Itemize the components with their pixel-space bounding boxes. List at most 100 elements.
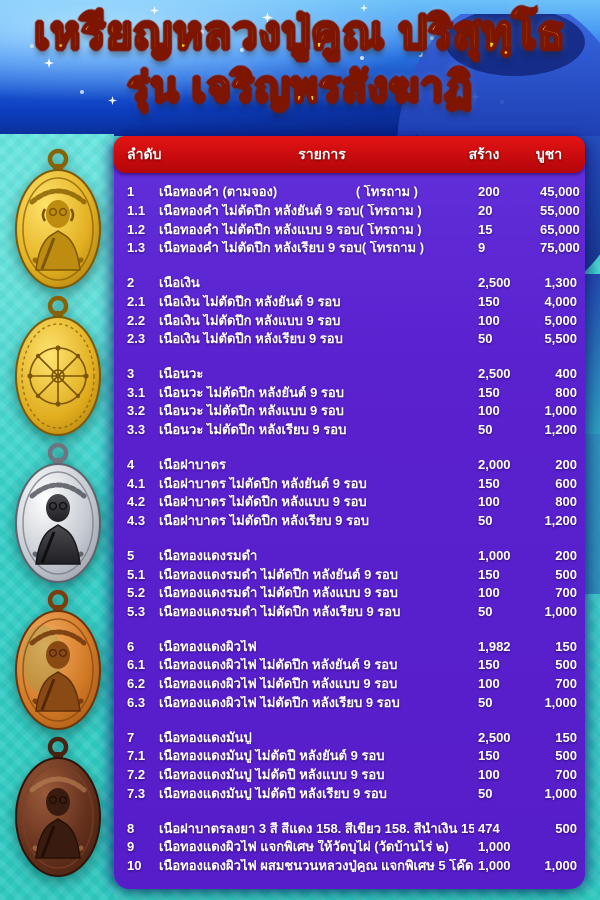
row-made: 50	[478, 785, 493, 801]
row-no: 6.1	[127, 657, 146, 673]
row-item: เนื้อฝาบาตร	[159, 458, 227, 472]
row-price: 1,200	[544, 512, 577, 528]
row-price: 500	[555, 748, 577, 764]
row-item-cell: เนื้อทองคำ (ตามจอง) ( โทรถาม )	[159, 185, 474, 199]
table-row: 5 เนื้อทองแดงรมดำ 1,000 200	[114, 547, 585, 566]
poster-title-line2: รุ่น เจริญพรสังฆาฏิ	[126, 63, 473, 111]
table-row: 2.1 เนื้อเงิน ไม่ตัดปีก หลังยันต์ 9 รอบ 15…	[114, 292, 585, 311]
row-item: เนื้อนวะ ไม่ตัดปีก หลังเรียบ 9 รอบ	[159, 423, 347, 437]
table-row: 5.2 เนื้อทองแดงรมดำ ไม่ตัดปีก หลังแบบ 9 ร…	[114, 584, 585, 603]
row-price: 55,000	[540, 203, 580, 219]
row-no: 5.2	[127, 585, 146, 601]
row-item-cell: เนื้อทองแดงผิวไฟ แจกพิเศษ ให้วัดบุไผ่ (ว…	[159, 840, 474, 854]
row-price: 400	[555, 366, 577, 382]
row-no: 2	[127, 275, 135, 291]
row-item: เนื้อทองแดงผิวไฟ ไม่ตัดปีก หลังยันต์ 9 ร…	[159, 658, 398, 673]
row-item: เนื้อทองคำ ไม่ตัดปีก หลังแบบ 9 รอบ	[159, 222, 360, 237]
row-item: เนื้อนวะ ไม่ตัดปีก หลังแบบ 9 รอบ	[159, 404, 344, 419]
table-row: 6.1 เนื้อทองแดงผิวไฟ ไม่ตัดปีก หลังยันต์ …	[114, 656, 585, 675]
row-item-cell: เนื้อเงิน ไม่ตัดปีก หลังแบบ 9 รอบ	[159, 314, 474, 328]
row-made: 50	[478, 603, 493, 619]
row-made: 474	[478, 820, 500, 836]
row-no: 1.3	[127, 240, 146, 256]
row-made: 150	[478, 475, 500, 491]
row-no: 1.2	[127, 221, 146, 237]
row-item: เนื้อทองแดงผิวไฟ ไม่ตัดปีก หลังเรียบ 9 ร…	[159, 695, 400, 710]
table-row: 2.2 เนื้อเงิน ไม่ตัดปีก หลังแบบ 9 รอบ 100 5…	[114, 311, 585, 330]
amulet-copper-dark-front-image	[15, 736, 101, 877]
amulet-gold-back-yantra-image	[15, 295, 101, 436]
table-row: 1 เนื้อทองคำ (ตามจอง) ( โทรถาม ) 200 45,000	[114, 183, 585, 202]
row-price: 1,000	[544, 694, 577, 710]
row-item: เนื้อทองแดงมันปู ไม่ตัดปี หลังแบบ 9 รอบ	[159, 767, 385, 782]
table-row: 9 เนื้อทองแดงผิวไฟ แจกพิเศษ ให้วัดบุไผ่ (…	[114, 838, 585, 857]
table-row: 7.3 เนื้อทองแดงมันปู ไม่ตัดปี หลังเรียบ 9…	[114, 784, 585, 803]
row-item-cell: เนื้อทองแดงผิวไฟ ผสมชนวนหลวงปู่คูณ แจกพิ…	[159, 859, 474, 873]
row-item-cell: เนื้อทองแดงผิวไฟ ไม่ตัดปีก หลังแบบ 9 รอบ	[159, 677, 474, 691]
table-row: 1.2 เนื้อทองคำ ไม่ตัดปีก หลังแบบ 9 รอบ( โ…	[114, 220, 585, 239]
row-made: 1,000	[478, 857, 511, 873]
row-no: 7.3	[127, 785, 146, 801]
row-item: เนื้อทองคำ (ตามจอง)	[159, 185, 278, 200]
row-no: 4	[127, 457, 135, 473]
row-made: 50	[478, 422, 493, 437]
row-item-cell: เนื้อทองแดงผิวไฟ	[159, 640, 474, 654]
row-item-cell: เนื้อเงิน ไม่ตัดปีก หลังยันต์ 9 รอบ	[159, 295, 474, 309]
row-made: 150	[478, 748, 500, 764]
row-price: 150	[555, 729, 577, 745]
row-no: 2.1	[127, 293, 146, 309]
row-price: 75,000	[540, 240, 580, 256]
row-made: 9	[478, 240, 486, 256]
row-no: 3.1	[127, 384, 146, 400]
row-note: ( โทรถาม )	[361, 241, 425, 255]
row-item: เนื้อนวะ	[159, 367, 204, 381]
column-header-no: ลำดับ	[127, 145, 162, 162]
table-row: 7.1 เนื้อทองแดงมันปู ไม่ตัดปี หลังยันต์ 9…	[114, 747, 585, 766]
row-no: 6.3	[127, 694, 146, 710]
row-item: เนื้อทองแดงมันปู ไม่ตัดปี หลังยันต์ 9 รอ…	[159, 749, 385, 763]
row-no: 3.2	[127, 403, 146, 419]
row-no: 5	[127, 547, 135, 563]
row-no: 1.1	[127, 203, 146, 219]
row-no: 6.2	[127, 676, 146, 692]
row-item: เนื้อนวะ ไม่ตัดปีก หลังยันต์ 9 รอบ	[159, 385, 344, 400]
row-made: 100	[478, 766, 500, 782]
table-section: 1 เนื้อทองคำ (ตามจอง)( โทรถาม ) 200 45,000 1…	[114, 183, 585, 257]
row-item: เนื้อฝาบาตร ไม่ตัดปีก หลังยันต์ 9 รอบ	[159, 476, 367, 491]
row-no: 4.2	[127, 494, 146, 510]
sparkle-icon	[150, 6, 159, 15]
row-no: 7	[127, 729, 135, 745]
row-no: 4.3	[127, 512, 146, 528]
row-price: 600	[555, 475, 577, 491]
row-price: 800	[555, 494, 577, 510]
amulet-silver-front-image	[15, 442, 101, 583]
table-row: 6 เนื้อทองแดงผิวไฟ 1,982 150	[114, 637, 585, 656]
row-price: 700	[555, 676, 577, 692]
row-price: 1,000	[544, 603, 577, 619]
row-made: 150	[478, 384, 500, 400]
row-item-cell: เนื้อทองแดงมันปู ไม่ตัดปี หลังแบบ 9 รอบ	[159, 768, 474, 782]
row-made: 150	[478, 293, 500, 309]
amulet-copper-fire-front-image	[15, 589, 101, 730]
row-no: 6	[127, 638, 135, 654]
row-item: เนื้อฝาบาตร ไม่ตัดปีก หลังเรียบ 9 รอบ	[159, 513, 370, 528]
row-price: 700	[555, 766, 577, 782]
row-price: 1,000	[544, 403, 577, 419]
row-item-cell: เนื้อฝาบาตร ไม่ตัดปีก หลังยันต์ 9 รอบ	[159, 477, 474, 491]
row-price: 65,000	[540, 221, 580, 237]
row-item-cell: เนื้อทองแดงรมดำ ไม่ตัดปีก หลังเรียบ 9 รอ…	[159, 605, 474, 619]
row-made: 2,500	[478, 366, 511, 382]
row-no: 2.3	[127, 331, 146, 347]
row-item: เนื้อทองแดงผิวไฟ แจกพิเศษ ให้วัดบุไผ่ (ว…	[159, 840, 449, 854]
row-item-cell: เนื้อทองแดงรมดำ ไม่ตัดปีก หลังยันต์ 9 รอ…	[159, 568, 474, 582]
row-item: เนื้อทองแดงผิวไฟ ไม่ตัดปีก หลังแบบ 9 รอบ	[159, 677, 398, 691]
row-item: เนื้อฝาบาตรลงยา 3 สี สีแดง 158. สีเขียว …	[159, 821, 474, 836]
row-item-cell: เนื้อฝาบาตรลงยา 3 สี สีแดง 158. สีเขียว …	[159, 822, 474, 836]
row-item-cell: เนื้อทองคำ ไม่ตัดปีก หลังแบบ 9 รอบ( โทรถ…	[159, 223, 474, 237]
table-row: 6.2 เนื้อทองแดงผิวไฟ ไม่ตัดปีก หลังแบบ 9 …	[114, 675, 585, 694]
row-item-cell: เนื้อนวะ ไม่ตัดปีก หลังยันต์ 9 รอบ	[159, 386, 474, 400]
table-row: 3.3 เนื้อนวะ ไม่ตัดปีก หลังเรียบ 9 รอบ 50 1…	[114, 421, 585, 440]
row-price: 150	[555, 638, 577, 654]
row-no: 2.2	[127, 312, 146, 328]
row-made: 100	[478, 585, 500, 601]
